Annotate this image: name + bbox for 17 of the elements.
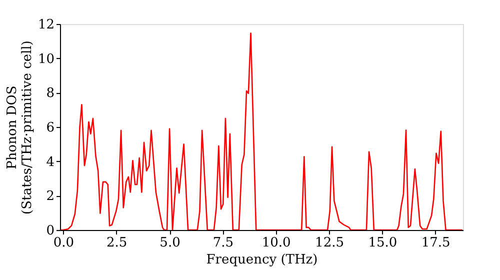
y-tick-label: 12 xyxy=(38,18,54,32)
x-tick-label: 17.5 xyxy=(421,236,450,250)
x-tick-label: 12.5 xyxy=(315,236,344,250)
x-tick-label: 0.0 xyxy=(53,236,74,250)
x-tick-label: 5.0 xyxy=(160,236,180,250)
y-tick-label: 4 xyxy=(46,154,54,170)
y-tick-label: 2 xyxy=(46,189,54,204)
x-tick-label: 7.5 xyxy=(212,236,234,250)
x-tick-label: 15.0 xyxy=(368,236,398,250)
y-tick-label: 8 xyxy=(46,86,54,102)
y-tick-label: 10 xyxy=(38,52,54,67)
x-tick-label: 2.5 xyxy=(106,236,128,250)
y-tick-label: 0 xyxy=(46,224,54,238)
x-tick-label: 10.0 xyxy=(262,236,291,250)
y-tick-label: 6 xyxy=(46,120,54,136)
x-axis-title: Frequency (THz) xyxy=(206,252,318,268)
y-axis-title: Phonon DOS (States/THz·primitive cell) xyxy=(4,40,35,215)
